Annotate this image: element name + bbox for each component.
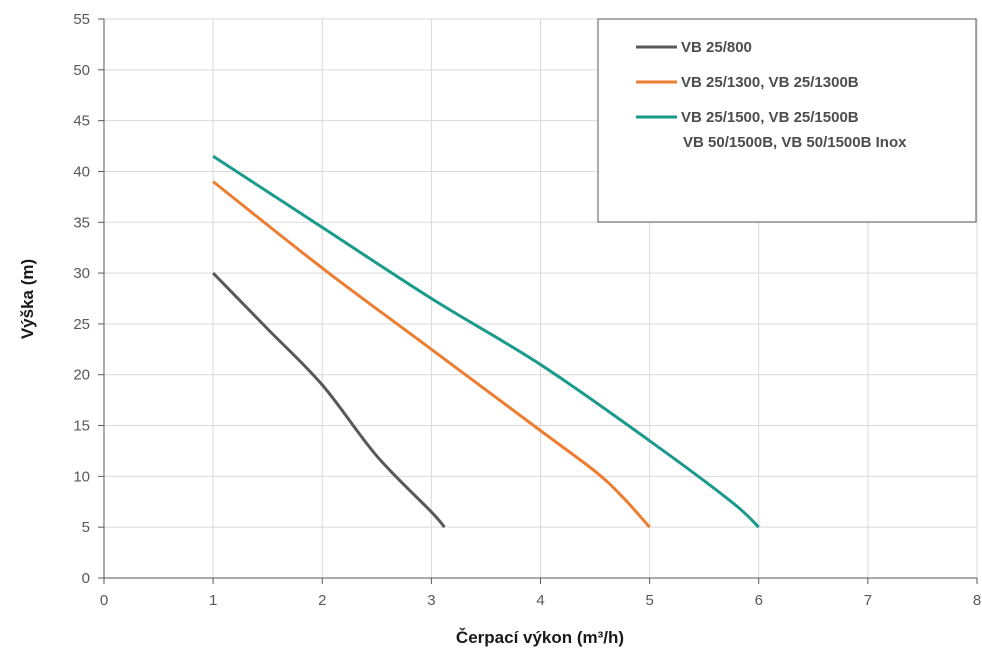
x-tick-label: 4 xyxy=(536,592,544,609)
legend-label-1: VB 25/1300, VB 25/1300B xyxy=(681,74,859,91)
legend-label-2-line2: VB 50/1500B, VB 50/1500B Inox xyxy=(683,134,907,151)
series-line-2 xyxy=(212,154,760,529)
y-tick-label: 30 xyxy=(73,265,90,282)
y-axis-title: Výška (m) xyxy=(18,259,37,339)
x-tick-label: 6 xyxy=(755,592,763,609)
x-tick-label: 7 xyxy=(864,592,872,609)
y-tick-label: 5 xyxy=(82,519,90,536)
series-line-0 xyxy=(212,272,446,529)
y-tick-label: 50 xyxy=(73,62,90,79)
y-tick-label: 10 xyxy=(73,468,90,485)
legend-box xyxy=(597,18,977,223)
x-tick-label: 5 xyxy=(645,592,653,609)
y-tick-label: 45 xyxy=(73,113,90,130)
legend-label-2: VB 25/1500, VB 25/1500B xyxy=(681,109,859,126)
axes xyxy=(98,18,978,584)
y-tick-label: 25 xyxy=(73,316,90,333)
x-tick-label: 2 xyxy=(318,592,326,609)
series-line-1 xyxy=(212,180,651,529)
y-tick-label: 55 xyxy=(73,11,90,28)
x-tick-label: 8 xyxy=(973,592,981,609)
y-tick-labels: 0 5 10 15 20 25 30 35 40 45 50 55 xyxy=(73,11,90,587)
y-tick-label: 0 xyxy=(82,570,90,587)
legend-label-0: VB 25/800 xyxy=(681,39,752,56)
x-tick-label: 1 xyxy=(209,592,217,609)
y-tick-label: 35 xyxy=(73,214,90,231)
x-tick-label: 0 xyxy=(100,592,108,609)
legend: VB 25/800 VB 25/1300, VB 25/1300B VB 25/… xyxy=(597,18,977,223)
x-axis-title: Čerpací výkon (m³/h) xyxy=(456,628,624,647)
x-tick-labels: 0 1 2 3 4 5 6 7 8 xyxy=(100,592,981,609)
y-tick-label: 15 xyxy=(73,418,90,435)
series-lines xyxy=(212,154,760,529)
y-tick-label: 40 xyxy=(73,163,90,180)
x-tick-label: 3 xyxy=(427,592,435,609)
y-tick-label: 20 xyxy=(73,367,90,384)
